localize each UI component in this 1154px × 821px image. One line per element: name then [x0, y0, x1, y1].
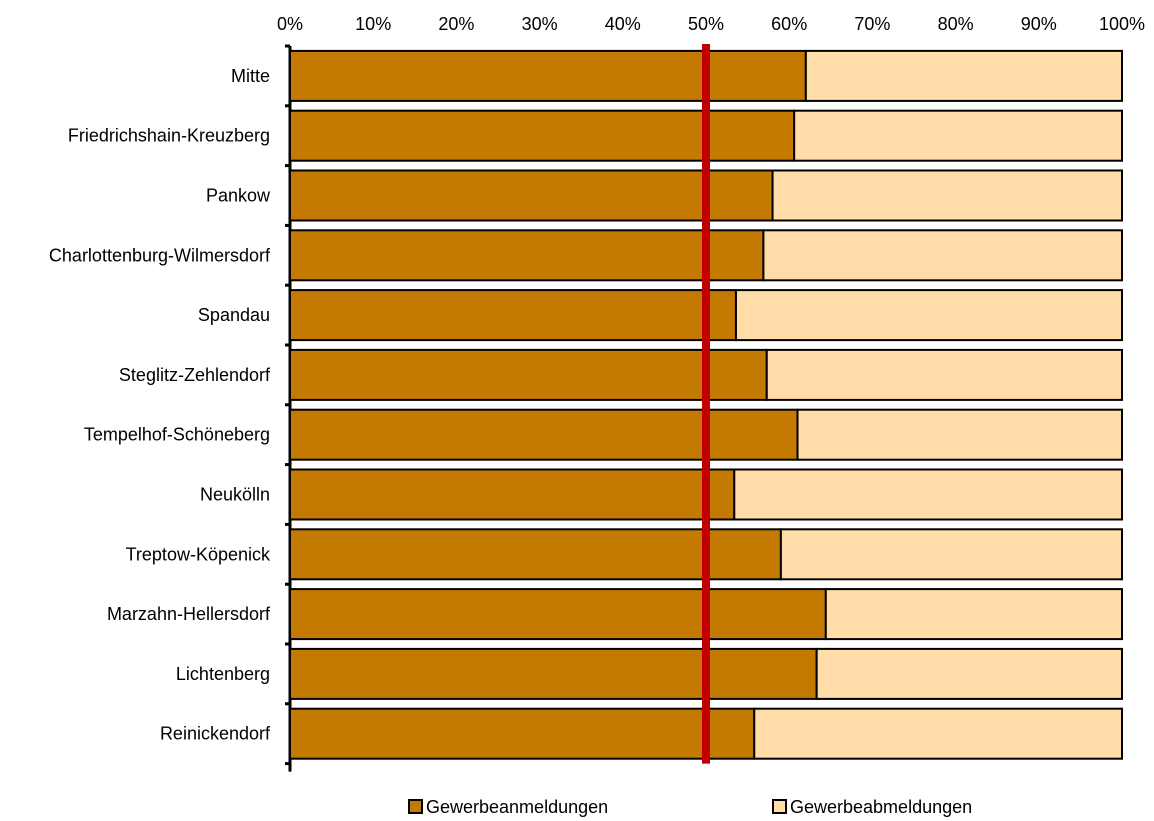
bar-gewerbeabmeldungen [779, 528, 1123, 581]
x-tick-label: 80% [938, 14, 974, 34]
legend-label: Gewerbeanmeldungen [426, 797, 608, 817]
bar-gewerbeanmeldungen [289, 169, 774, 222]
x-tick-label: 70% [854, 14, 890, 34]
bar-gewerbeabmeldungen [733, 468, 1124, 521]
category-label: Steglitz-Zehlendorf [119, 365, 271, 385]
bar-gewerbeabmeldungen [753, 707, 1123, 760]
category-label: Neukölln [200, 485, 270, 505]
x-tick-label: 0% [277, 14, 303, 34]
bar-gewerbeanmeldungen [289, 468, 736, 521]
bar-gewerbeanmeldungen [289, 528, 782, 581]
legend: Gewerbeanmeldungen Gewerbeabmeldungen [408, 797, 972, 817]
bar-gewerbeabmeldungen [765, 348, 1124, 401]
category-label: Reinickendorf [160, 724, 271, 744]
category-label: Marzahn-Hellersdorf [107, 604, 271, 624]
x-tick-label: 20% [438, 14, 474, 34]
bar-gewerbeabmeldungen [815, 647, 1123, 700]
category-labels: Mitte Friedrichshain-Kreuzberg Pankow Char… [49, 66, 271, 744]
category-label: Charlottenburg-Wilmersdorf [49, 245, 271, 265]
bar-gewerbeanmeldungen [289, 348, 768, 401]
bar-gewerbeanmeldungen [289, 647, 818, 700]
category-label: Pankow [206, 186, 271, 206]
x-axis-ticks: 0% 10% 20% 30% 40% 50% 60% 70% 80% 90% 100% [277, 14, 1145, 34]
x-tick-label: 10% [355, 14, 391, 34]
bar-gewerbeabmeldungen [734, 289, 1124, 342]
x-tick-label: 100% [1099, 14, 1145, 34]
legend-swatch [772, 799, 787, 814]
x-tick-label: 50% [688, 14, 724, 34]
category-label: Treptow-Köpenick [126, 544, 271, 564]
bar-gewerbeabmeldungen [796, 408, 1124, 461]
x-tick-label: 30% [522, 14, 558, 34]
bar-gewerbeabmeldungen [804, 49, 1124, 102]
category-label: Lichtenberg [176, 664, 270, 684]
bar-gewerbeabmeldungen [824, 588, 1123, 641]
x-tick-label: 40% [605, 14, 641, 34]
bar-gewerbeabmeldungen [771, 169, 1123, 222]
bar-gewerbeanmeldungen [289, 408, 799, 461]
category-label: Tempelhof-Schöneberg [84, 425, 270, 445]
bar-gewerbeanmeldungen [289, 109, 796, 162]
category-label: Spandau [198, 305, 270, 325]
bar-gewerbeanmeldungen [289, 707, 756, 760]
bar-gewerbeabmeldungen [762, 229, 1124, 282]
x-tick-label: 90% [1021, 14, 1057, 34]
x-tick-label: 60% [771, 14, 807, 34]
bar-gewerbeabmeldungen [793, 109, 1124, 162]
legend-swatch [408, 799, 423, 814]
bar-gewerbeanmeldungen [289, 49, 807, 102]
bar-gewerbeanmeldungen [289, 289, 737, 342]
category-label: Mitte [231, 66, 270, 86]
bars [289, 49, 1124, 760]
legend-label: Gewerbeabmeldungen [790, 797, 972, 817]
bar-gewerbeanmeldungen [289, 229, 765, 282]
category-label: Friedrichshain-Kreuzberg [68, 126, 270, 146]
bar-gewerbeanmeldungen [289, 588, 827, 641]
